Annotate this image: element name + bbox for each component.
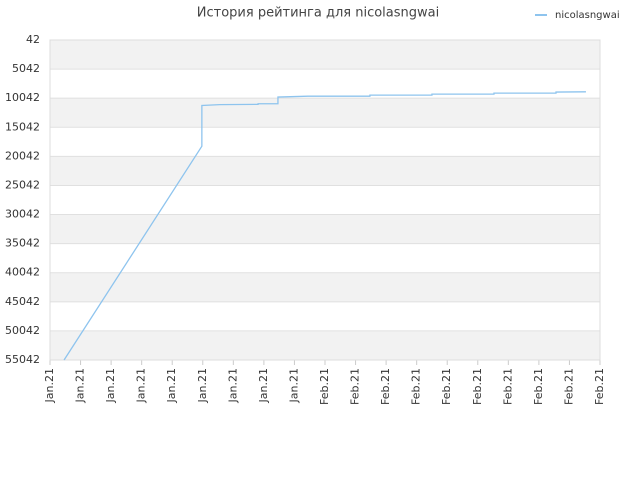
x-tick-label: Feb.21 <box>562 368 575 405</box>
plot-border <box>49 39 601 361</box>
line <box>63 91 586 361</box>
grid-band <box>50 330 600 360</box>
y-tick-label: 5042 <box>12 62 40 75</box>
x-tick-label: Feb.21 <box>532 368 545 405</box>
x-tick-label: Jan.21 <box>135 368 148 403</box>
y-tick-label: 40042 <box>5 266 40 279</box>
x-tick-label: Jan.21 <box>104 368 117 403</box>
grid-band <box>50 98 600 128</box>
grid-band <box>50 214 600 244</box>
x-tick-label: Jan.21 <box>257 368 270 403</box>
grid-band <box>50 156 600 186</box>
x-tick-label: Feb.21 <box>349 368 362 405</box>
x-tick-label: Feb.21 <box>318 368 331 405</box>
y-tick-label: 20042 <box>5 149 40 162</box>
x-tick-label: Feb.21 <box>440 368 453 405</box>
y-tick-label: 10042 <box>5 91 40 104</box>
y-tick-label: 45042 <box>5 295 40 308</box>
grid-band <box>50 40 600 70</box>
y-tick-label: 35042 <box>5 237 40 250</box>
y-tick-label: 30042 <box>5 208 40 221</box>
x-tick-label: Jan.21 <box>165 368 178 403</box>
x-tick-label: Feb.21 <box>501 368 514 405</box>
x-tick-label: Feb.21 <box>379 368 392 405</box>
y-tick-label: 25042 <box>5 178 40 191</box>
y-tick-label: 42 <box>26 33 40 46</box>
x-tick-label: Jan.21 <box>43 368 56 403</box>
y-tick-label: 15042 <box>5 120 40 133</box>
x-tick-label: Jan.21 <box>74 368 87 403</box>
x-tick-label: Jan.21 <box>226 368 239 403</box>
legend-label: nicolasngwai <box>555 10 620 21</box>
x-tick-label: Jan.21 <box>287 368 300 403</box>
x-tick-label: Feb.21 <box>471 368 484 405</box>
x-tick-label: Feb.21 <box>410 368 423 405</box>
y-tick-label: 50042 <box>5 324 40 337</box>
chart-title: История рейтинга для nicolasngwai <box>197 6 439 21</box>
x-tick-label: Jan.21 <box>196 368 209 403</box>
grid-band <box>50 272 600 302</box>
y-tick-label: 55042 <box>5 353 40 366</box>
x-tick-label: Feb.21 <box>593 368 606 405</box>
